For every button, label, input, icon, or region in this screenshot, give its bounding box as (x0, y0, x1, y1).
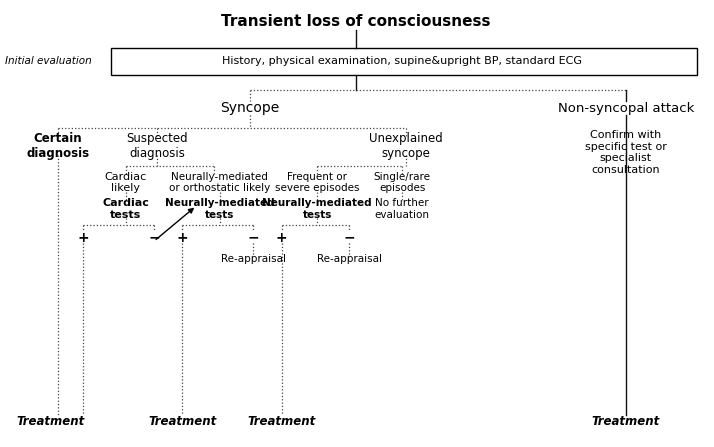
Text: −: − (343, 231, 355, 245)
Text: Certain
diagnosis: Certain diagnosis (26, 132, 90, 160)
Text: Treatment: Treatment (17, 415, 85, 428)
Text: −: − (148, 231, 160, 245)
Text: Transient loss of consciousness: Transient loss of consciousness (221, 14, 491, 29)
Text: +: + (176, 231, 188, 245)
Text: Cardiac
likely: Cardiac likely (104, 172, 146, 194)
Text: Treatment: Treatment (592, 415, 660, 428)
Text: History, physical examination, supine&upright BP, standard ECG: History, physical examination, supine&up… (222, 56, 582, 66)
Text: Non-syncopal attack: Non-syncopal attack (558, 101, 694, 114)
Text: Frequent or
severe episodes: Frequent or severe episodes (275, 172, 359, 194)
Text: Unexplained
syncope: Unexplained syncope (369, 132, 443, 160)
Text: Suspected
diagnosis: Suspected diagnosis (126, 132, 188, 160)
Text: Re-appraisal: Re-appraisal (221, 254, 286, 264)
Text: −: − (248, 231, 259, 245)
Text: Re-appraisal: Re-appraisal (316, 254, 381, 264)
Text: Syncope: Syncope (220, 101, 279, 115)
Text: Treatment: Treatment (248, 415, 316, 428)
Text: Neurally-mediated
or orthostatic likely: Neurally-mediated or orthostatic likely (169, 172, 271, 194)
Text: Single/rare
episodes: Single/rare episodes (373, 172, 431, 194)
Text: Confirm with
specific test or
specialist
consultation: Confirm with specific test or specialist… (585, 130, 667, 175)
Text: Cardiac
tests: Cardiac tests (102, 198, 149, 219)
Text: Initial evaluation: Initial evaluation (5, 56, 91, 66)
Text: No further
evaluation: No further evaluation (375, 198, 430, 219)
Text: Neurally-mediated
tests: Neurally-mediated tests (262, 198, 372, 219)
Text: Neurally-mediated
tests: Neurally-mediated tests (165, 198, 275, 219)
Bar (111, 48, 697, 75)
Text: +: + (276, 231, 288, 245)
Text: Treatment: Treatment (149, 415, 216, 428)
Text: +: + (77, 231, 89, 245)
